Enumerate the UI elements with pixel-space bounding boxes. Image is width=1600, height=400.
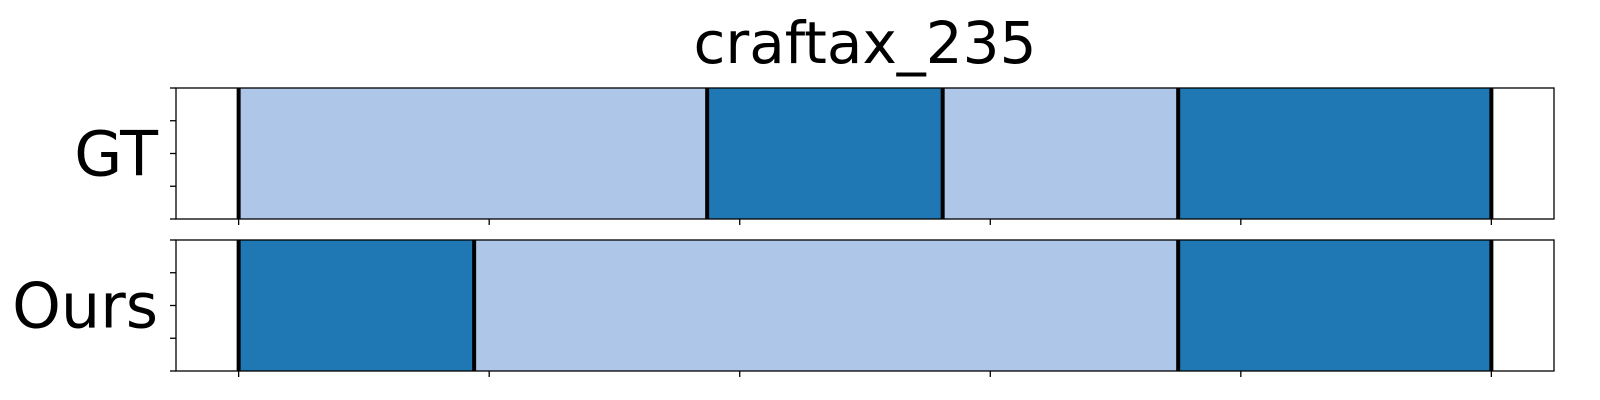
chart-title: craftax_235 — [694, 9, 1037, 77]
segment-bar — [238, 88, 708, 219]
row-panel-gt: GT — [74, 87, 1555, 225]
row-label: GT — [74, 118, 159, 191]
segment-bar — [707, 88, 943, 219]
segment-bar — [942, 88, 1179, 219]
segment-bar — [238, 240, 475, 371]
segment-bar — [1178, 240, 1492, 371]
segment-bar — [1178, 88, 1492, 219]
chart-rows: GT Ours — [12, 87, 1555, 377]
row-panel-ours: Ours — [12, 239, 1555, 377]
row-label: Ours — [12, 270, 158, 343]
segment-bar — [474, 240, 1179, 371]
